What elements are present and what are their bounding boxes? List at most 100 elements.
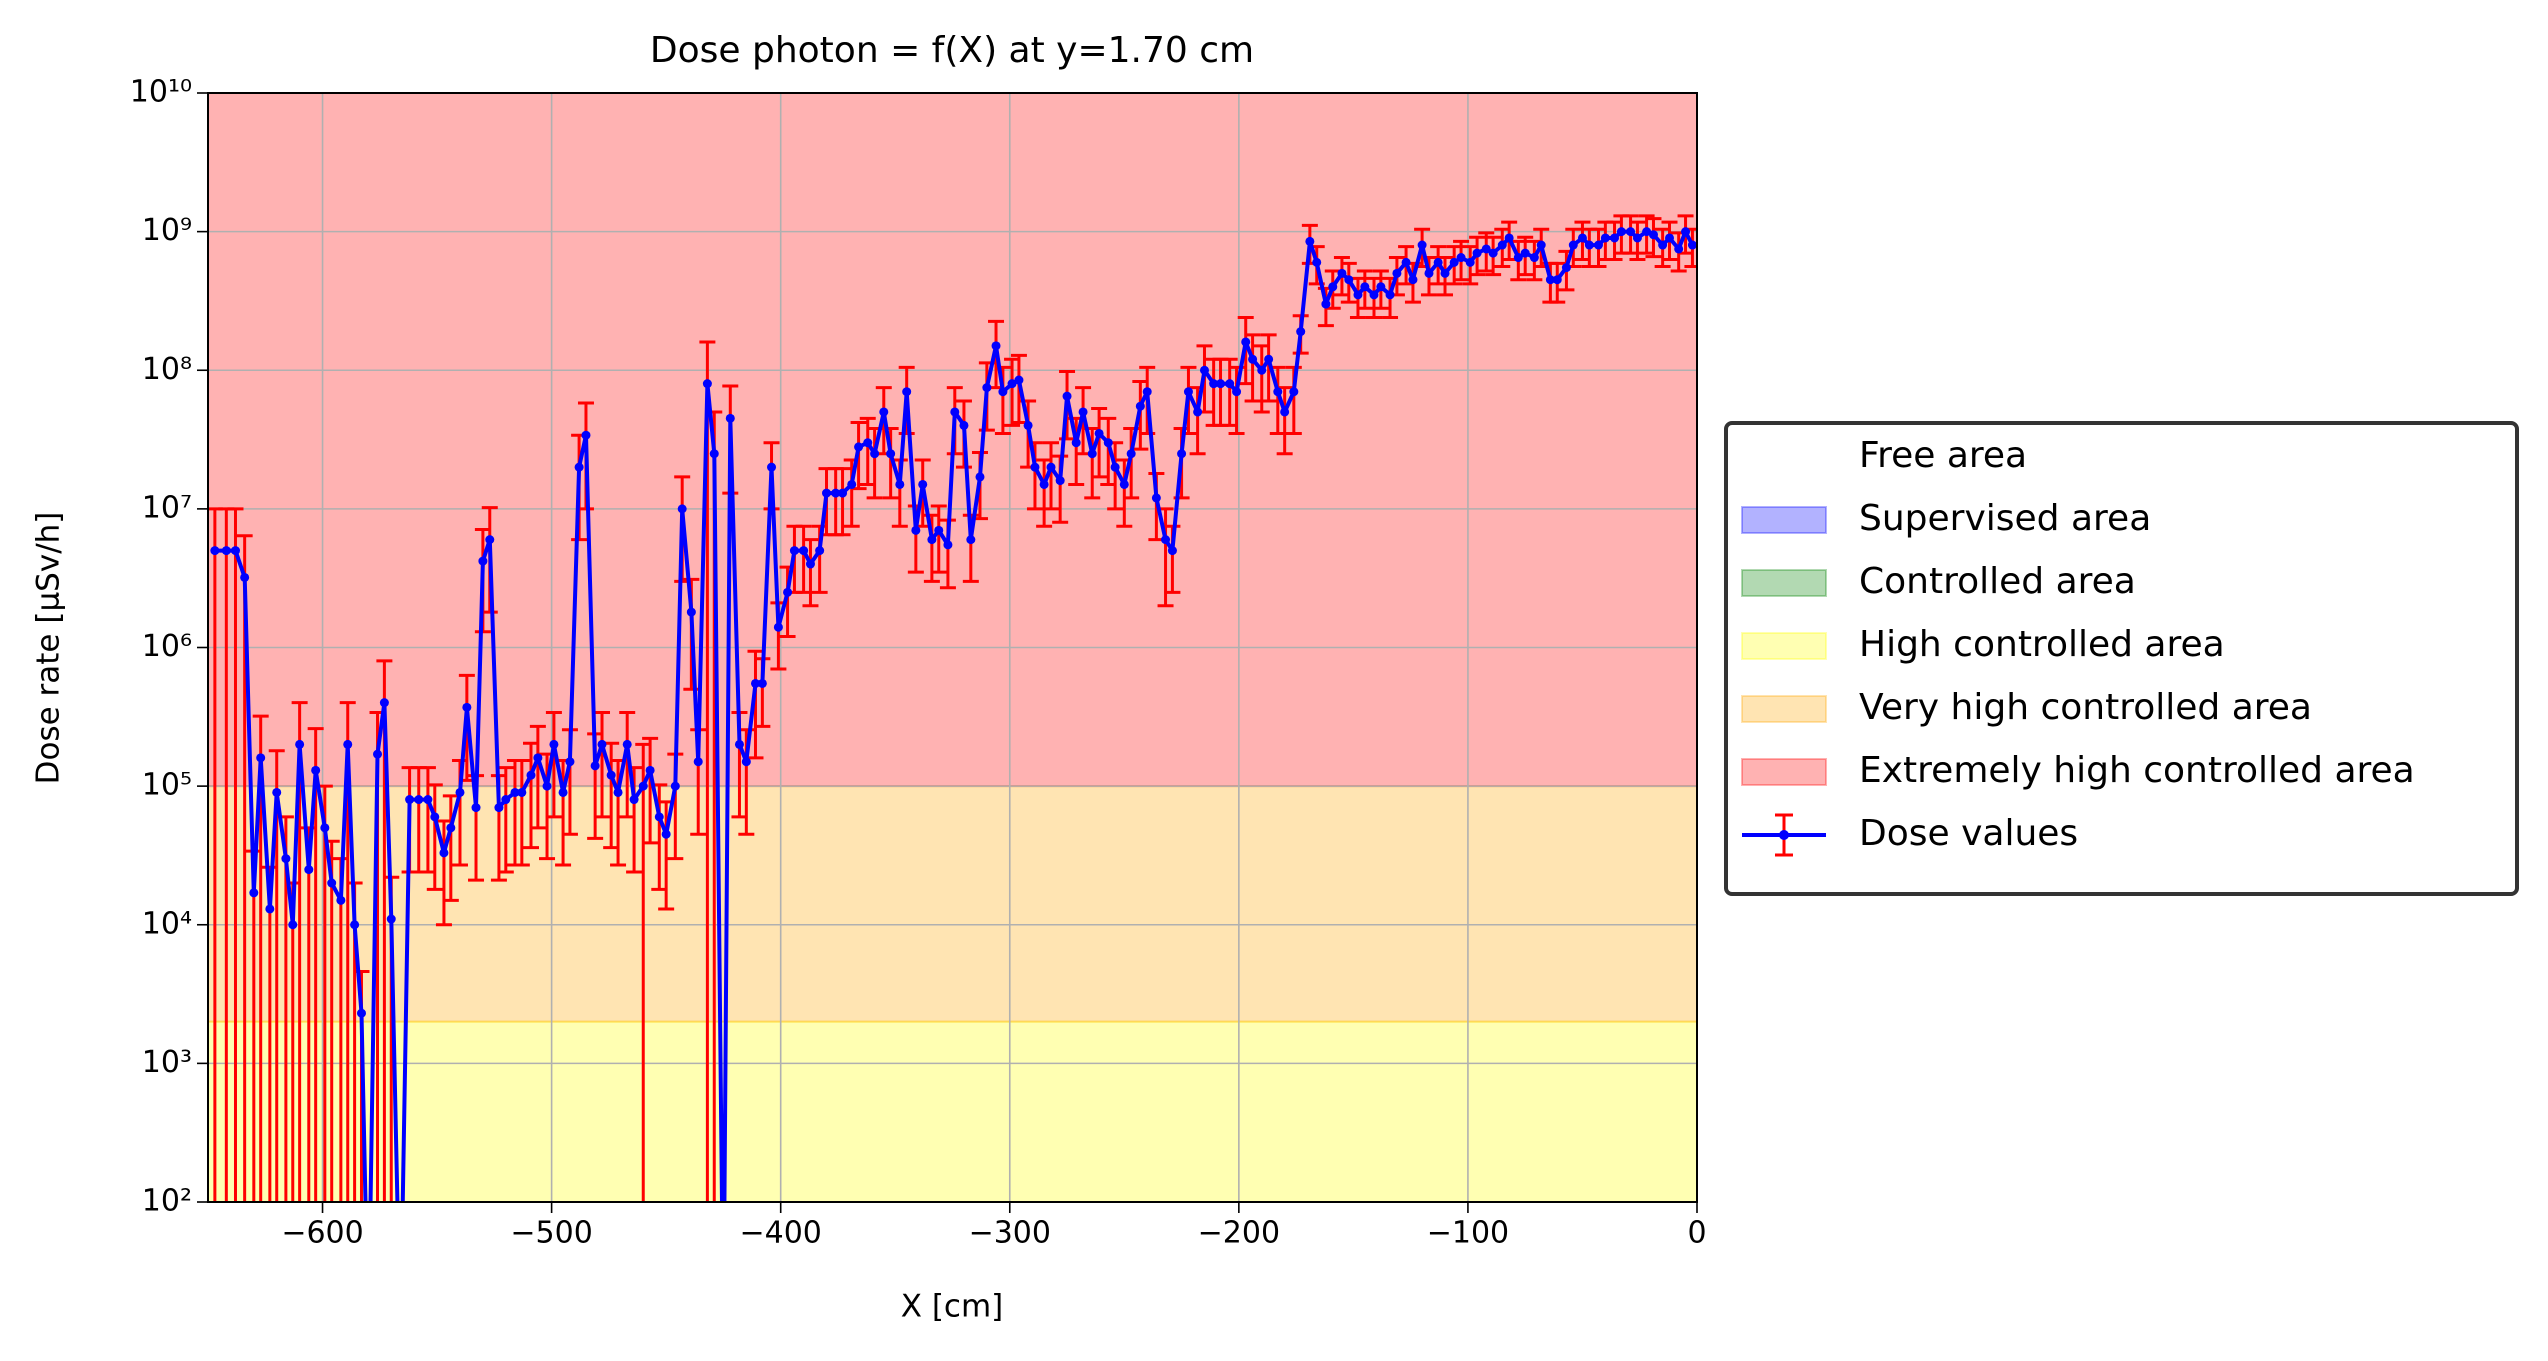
dose-marker: [645, 765, 655, 775]
dose-marker: [902, 387, 912, 397]
dose-marker: [911, 525, 921, 535]
error-bar: [227, 507, 244, 1202]
dose-marker: [966, 535, 976, 545]
dose-marker: [1353, 290, 1363, 300]
dose-marker: [471, 803, 481, 813]
dose-marker: [1440, 268, 1450, 278]
dose-marker: [327, 878, 337, 888]
dose-marker: [1328, 282, 1338, 292]
dose-marker: [336, 895, 346, 905]
dose-marker: [847, 479, 857, 489]
dose-marker: [558, 787, 568, 797]
dose-marker: [719, 1336, 728, 1345]
dose-marker: [831, 488, 841, 498]
dose-marker: [542, 781, 552, 791]
error-bar: [1043, 441, 1060, 511]
dose-marker: [396, 1336, 405, 1345]
dose-marker: [1536, 240, 1546, 250]
y-tick-label: 10⁹: [142, 213, 192, 248]
dose-marker: [670, 781, 680, 791]
dose-marker: [1126, 449, 1136, 459]
dose-marker: [1055, 476, 1065, 486]
dose-marker: [1417, 240, 1427, 250]
dose-marker: [501, 795, 511, 805]
dose-marker: [661, 829, 671, 839]
dose-marker: [789, 546, 799, 556]
dose-marker: [1497, 240, 1507, 250]
dose-marker: [478, 556, 488, 566]
y-tick-label: 10³: [142, 1045, 192, 1080]
dose-marker: [1344, 275, 1354, 285]
dose-marker: [799, 546, 809, 556]
error-bar: [1260, 333, 1277, 403]
legend-label: Free area: [1859, 435, 2027, 476]
dose-marker: [256, 753, 266, 763]
dose-marker: [1321, 299, 1331, 309]
dose-marker: [565, 757, 575, 767]
y-axis-label: Dose rate [µSv/h]: [31, 512, 67, 785]
dose-marker: [414, 795, 424, 805]
error-bar: [360, 1252, 376, 1299]
zone: [208, 1020, 1697, 1202]
dose-marker: [1071, 438, 1081, 448]
dose-marker: [886, 449, 896, 459]
dose-marker: [1177, 449, 1187, 459]
error-bar: [642, 736, 659, 845]
dose-marker: [1529, 253, 1539, 263]
dose-marker: [709, 449, 719, 459]
dose-marker: [1472, 248, 1482, 258]
dose-marker: [249, 888, 259, 898]
dose-marker: [1481, 244, 1491, 254]
x-tick-label: −100: [1427, 1216, 1509, 1251]
dose-marker: [1232, 387, 1242, 397]
dose-marker: [725, 413, 735, 423]
dose-marker: [485, 535, 495, 545]
dose-marker: [1216, 379, 1226, 389]
dose-marker: [590, 761, 600, 771]
dose-marker: [1023, 420, 1033, 430]
dose-marker: [373, 749, 383, 759]
error-bar: [426, 783, 443, 891]
dose-marker: [1545, 275, 1555, 285]
x-axis-label: X [cm]: [901, 1289, 1004, 1325]
dose-marker: [854, 442, 864, 452]
dose-marker: [982, 383, 992, 393]
dose-marker: [1248, 354, 1258, 364]
dose-marker: [773, 622, 783, 632]
error-bar: [442, 794, 459, 902]
dose-marker: [1110, 462, 1120, 472]
dose-marker: [750, 678, 760, 688]
dose-marker: [1584, 240, 1594, 250]
dose-marker: [1087, 449, 1097, 459]
data: [208, 214, 1697, 1345]
dose-marker: [462, 702, 472, 712]
error-bar: [252, 714, 269, 1202]
dose-marker: [1119, 479, 1129, 489]
error-bar: [747, 649, 764, 760]
dose-marker: [423, 795, 433, 805]
error-bar: [261, 865, 278, 1202]
dose-marker: [654, 812, 664, 822]
dose-marker: [1030, 462, 1040, 472]
dose-marker: [533, 753, 543, 763]
dose-marker: [1183, 387, 1193, 397]
dose-marker: [1504, 233, 1514, 243]
dose-marker: [379, 698, 389, 708]
dose-marker: [959, 420, 969, 430]
dose-marker: [288, 920, 298, 930]
dose-marker: [549, 739, 559, 749]
dose-marker: [1289, 387, 1299, 397]
dose-marker: [1094, 428, 1104, 438]
dose-marker: [295, 739, 305, 749]
x-tick-label: −600: [281, 1216, 363, 1251]
x-tick-label: −200: [1198, 1216, 1280, 1251]
legend-patch: [1741, 443, 1827, 471]
legend-label: Very high controlled area: [1859, 687, 2312, 728]
dose-marker: [1296, 327, 1306, 337]
dose-marker: [455, 787, 465, 797]
legend-label: Extremely high controlled area: [1859, 750, 2415, 791]
dose-marker: [1078, 407, 1088, 417]
dose-marker: [446, 823, 456, 833]
legend-box: [1724, 421, 2519, 896]
